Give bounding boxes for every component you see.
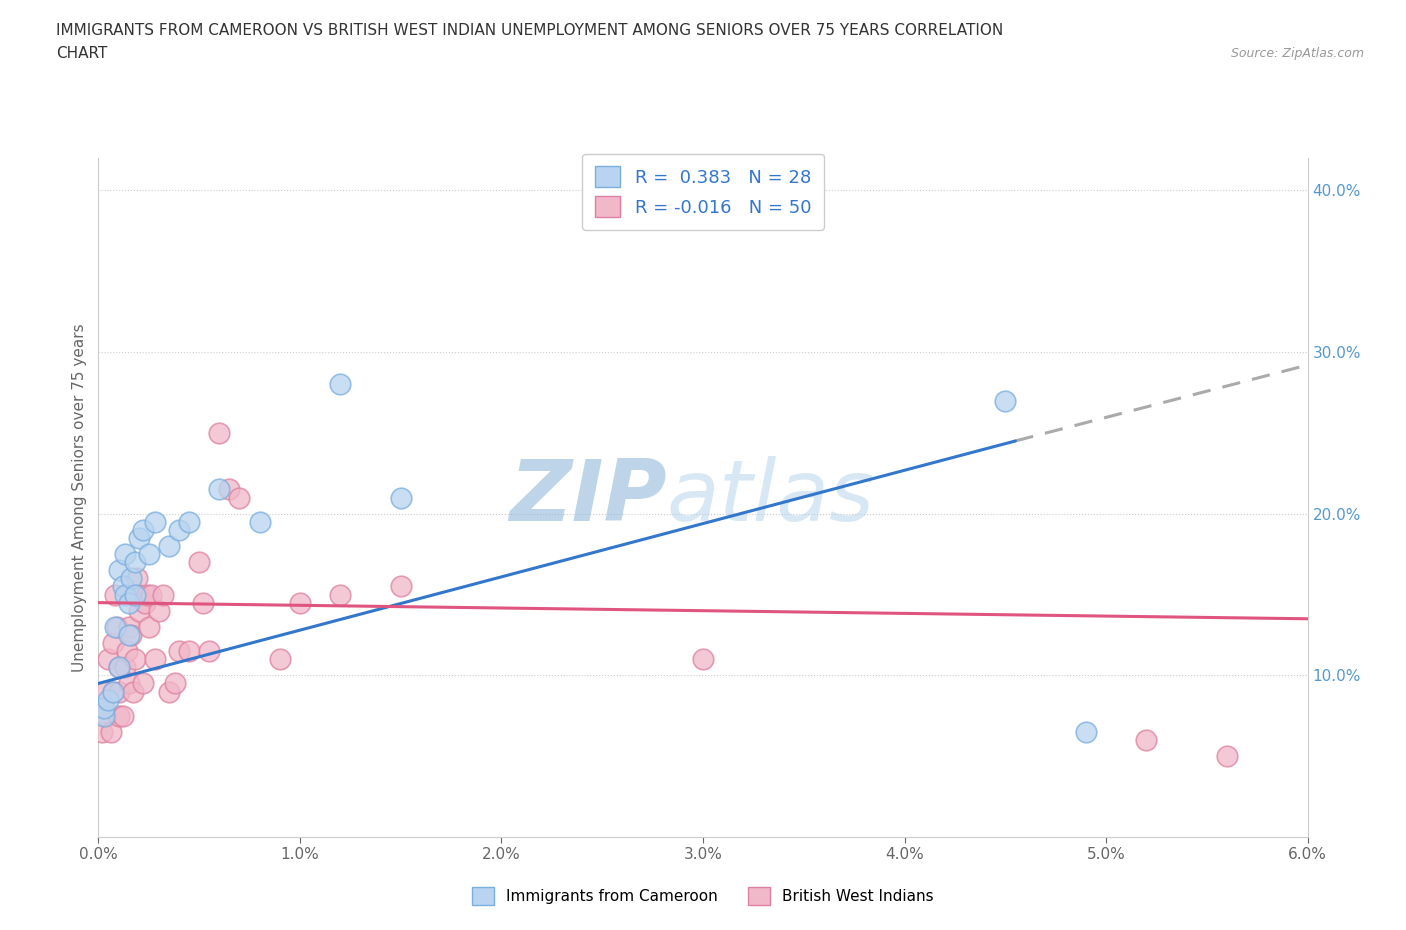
- Point: [120, 628, 142, 643]
- Point: [179, 514, 201, 529]
- Point: [118, 595, 141, 610]
- Point: [107, 709, 129, 724]
- Point: [179, 644, 201, 658]
- Point: [134, 595, 156, 610]
- Point: [163, 676, 186, 691]
- Point: [128, 604, 150, 618]
- Point: [93, 709, 115, 724]
- Point: [107, 563, 129, 578]
- Point: [103, 619, 125, 634]
- Point: [208, 482, 231, 497]
- Point: [124, 652, 146, 667]
- Point: [103, 587, 125, 602]
- Point: [107, 684, 129, 699]
- Point: [118, 676, 141, 691]
- Point: [152, 587, 174, 602]
- Text: CHART: CHART: [56, 46, 108, 61]
- Point: [157, 684, 180, 699]
- Point: [115, 644, 138, 658]
- Point: [228, 490, 250, 505]
- Point: [111, 579, 134, 594]
- Point: [135, 587, 157, 602]
- Point: [389, 579, 412, 594]
- Point: [118, 619, 141, 634]
- Point: [269, 652, 291, 667]
- Point: [107, 660, 129, 675]
- Text: IMMIGRANTS FROM CAMEROON VS BRITISH WEST INDIAN UNEMPLOYMENT AMONG SENIORS OVER : IMMIGRANTS FROM CAMEROON VS BRITISH WEST…: [56, 23, 1004, 38]
- Point: [124, 587, 146, 602]
- Point: [101, 684, 124, 699]
- Point: [118, 628, 141, 643]
- Point: [114, 547, 136, 562]
- Point: [1074, 724, 1097, 739]
- Point: [128, 530, 150, 545]
- Text: atlas: atlas: [666, 456, 875, 539]
- Point: [994, 393, 1017, 408]
- Point: [93, 684, 115, 699]
- Point: [167, 644, 190, 658]
- Point: [128, 587, 150, 602]
- Legend: Immigrants from Cameroon, British West Indians: Immigrants from Cameroon, British West I…: [467, 881, 939, 910]
- Point: [124, 587, 146, 602]
- Point: [167, 523, 190, 538]
- Point: [148, 604, 170, 618]
- Point: [132, 523, 155, 538]
- Point: [188, 555, 211, 570]
- Point: [138, 547, 160, 562]
- Point: [139, 587, 162, 602]
- Point: [105, 619, 128, 634]
- Point: [100, 724, 122, 739]
- Point: [97, 692, 120, 707]
- Point: [93, 700, 115, 715]
- Point: [329, 587, 352, 602]
- Point: [114, 660, 136, 675]
- Text: ZIP: ZIP: [509, 456, 666, 539]
- Point: [157, 538, 180, 553]
- Point: [1216, 749, 1239, 764]
- Point: [120, 571, 142, 586]
- Point: [132, 676, 155, 691]
- Point: [208, 425, 231, 440]
- Point: [329, 377, 352, 392]
- Point: [389, 490, 412, 505]
- Point: [111, 709, 134, 724]
- Point: [249, 514, 271, 529]
- Y-axis label: Unemployment Among Seniors over 75 years: Unemployment Among Seniors over 75 years: [72, 324, 87, 671]
- Point: [114, 587, 136, 602]
- Point: [198, 644, 221, 658]
- Point: [101, 684, 124, 699]
- Point: [97, 652, 120, 667]
- Point: [125, 571, 148, 586]
- Point: [124, 555, 146, 570]
- Text: Source: ZipAtlas.com: Source: ZipAtlas.com: [1230, 46, 1364, 60]
- Point: [218, 482, 240, 497]
- Point: [91, 724, 114, 739]
- Point: [101, 635, 124, 650]
- Point: [1135, 733, 1157, 748]
- Point: [121, 684, 143, 699]
- Point: [288, 595, 311, 610]
- Point: [96, 709, 118, 724]
- Point: [193, 595, 215, 610]
- Point: [143, 652, 166, 667]
- Point: [692, 652, 714, 667]
- Point: [143, 514, 166, 529]
- Point: [93, 700, 115, 715]
- Point: [138, 619, 160, 634]
- Point: [107, 660, 129, 675]
